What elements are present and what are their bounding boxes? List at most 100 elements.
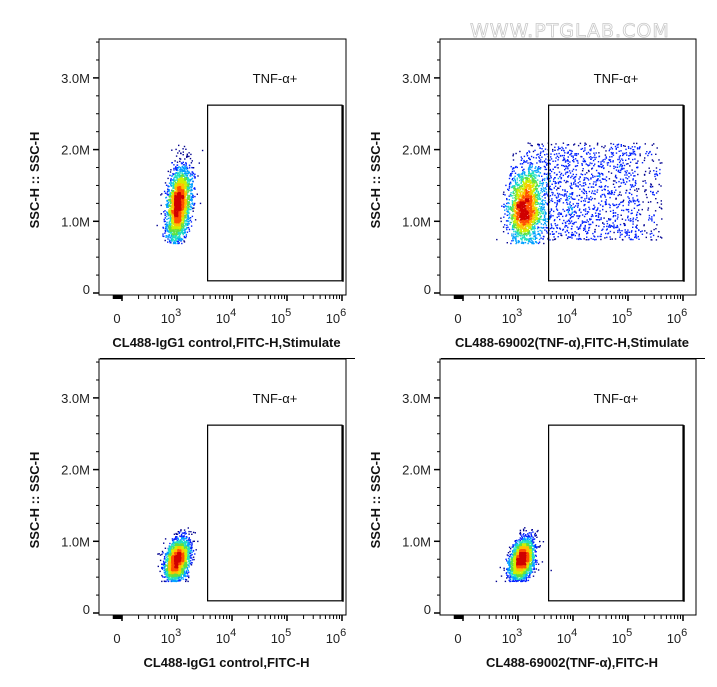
event-dot <box>552 168 554 170</box>
event-dot <box>535 207 537 209</box>
event-dot <box>649 151 651 153</box>
event-dot <box>652 234 655 237</box>
event-dot <box>542 235 545 238</box>
event-dot <box>193 175 195 177</box>
event-dot <box>185 203 188 205</box>
event-dot <box>554 238 557 240</box>
event-dot <box>581 222 583 224</box>
event-dot <box>508 228 511 231</box>
event-dot <box>600 163 602 165</box>
event-dot <box>539 154 541 156</box>
event-dot <box>509 205 512 208</box>
event-dot <box>186 170 188 173</box>
event-dot <box>637 166 639 168</box>
event-dot <box>536 162 538 164</box>
event-dot <box>590 215 593 218</box>
event-dot <box>170 178 172 180</box>
event-dot <box>514 224 516 226</box>
event-dot <box>541 207 543 210</box>
event-dot <box>517 235 519 238</box>
event-dot <box>175 226 177 228</box>
event-dot <box>172 204 175 206</box>
event-dot <box>614 145 617 148</box>
event-dot <box>609 226 611 228</box>
event-dot <box>164 217 166 219</box>
event-dot <box>579 142 582 145</box>
event-dot <box>651 218 653 220</box>
event-dot <box>541 200 543 202</box>
event-dot <box>186 208 189 210</box>
event-dot <box>176 216 178 218</box>
event-dot <box>182 204 184 206</box>
event-dot <box>611 153 613 155</box>
event-dot <box>540 203 542 205</box>
event-dot <box>656 173 658 176</box>
event-dot <box>168 201 170 203</box>
event-dot <box>613 224 615 226</box>
event-dot <box>570 207 573 209</box>
event-dot <box>515 193 517 196</box>
event-dot <box>608 225 610 227</box>
event-dot <box>647 207 650 209</box>
event-dot <box>611 193 613 195</box>
event-dot <box>594 154 596 156</box>
event-dot <box>174 233 176 235</box>
event-dot <box>557 200 559 202</box>
event-dot <box>564 224 567 227</box>
event-dot <box>546 232 548 234</box>
x-axis-title: CL488-IgG1 control,FITC-H,Stimulate <box>112 335 340 350</box>
event-dot <box>596 142 599 144</box>
event-dot <box>513 194 515 197</box>
event-dot <box>170 212 172 215</box>
event-dot <box>567 176 569 178</box>
event-dot <box>634 202 636 205</box>
event-dot <box>510 165 512 168</box>
event-dot <box>170 208 172 210</box>
event-dot <box>172 236 174 238</box>
event-dot <box>179 228 182 230</box>
event-dot <box>653 143 655 145</box>
event-dot <box>177 174 179 177</box>
event-dot <box>565 234 567 236</box>
event-dot <box>636 227 638 229</box>
event-dot <box>188 178 190 180</box>
event-dot <box>602 222 604 224</box>
event-dot <box>656 174 659 177</box>
event-dot <box>198 162 200 164</box>
event-dot <box>506 198 508 201</box>
event-dot <box>569 236 572 238</box>
event-dot <box>178 211 180 213</box>
event-dot <box>529 176 532 178</box>
event-dot <box>628 237 630 239</box>
event-dot <box>577 185 579 187</box>
event-dot <box>177 192 179 195</box>
event-dot <box>566 144 569 146</box>
event-dot <box>183 227 185 230</box>
gate-tnf-alpha-positive[interactable] <box>206 104 343 282</box>
event-dot <box>183 236 186 239</box>
event-dot <box>570 216 572 219</box>
event-dot <box>178 189 180 192</box>
event-dot <box>565 171 567 174</box>
event-dot <box>582 188 585 190</box>
event-dot <box>510 242 512 245</box>
event-dot <box>176 207 178 209</box>
event-dot <box>609 230 612 233</box>
event-dot <box>183 175 186 178</box>
event-dot <box>654 210 657 212</box>
event-dot <box>644 170 647 173</box>
event-dot <box>638 148 641 150</box>
event-dot <box>528 238 530 240</box>
event-dot <box>169 214 171 217</box>
event-dot <box>160 213 162 215</box>
event-dot <box>586 195 588 197</box>
event-dot <box>533 226 536 229</box>
event-dot <box>568 208 570 210</box>
event-dot <box>529 175 531 177</box>
event-dot <box>180 192 183 194</box>
event-dot <box>533 222 536 225</box>
event-dot <box>532 231 535 233</box>
event-dot <box>179 202 182 204</box>
event-dot <box>584 144 586 146</box>
event-dot <box>597 179 599 182</box>
